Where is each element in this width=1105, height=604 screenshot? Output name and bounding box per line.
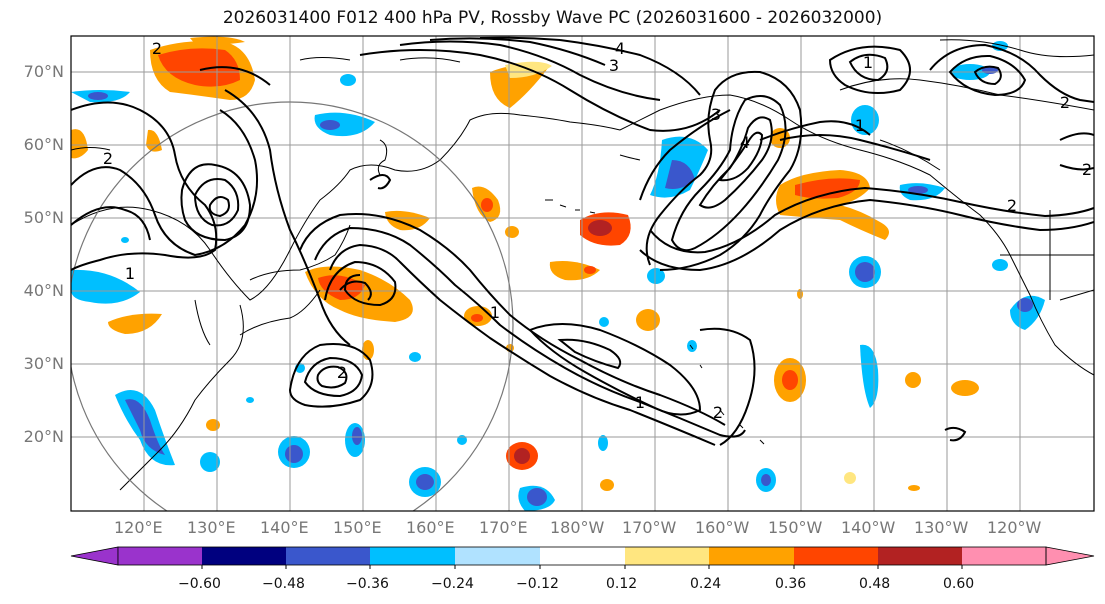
colorbar-tick-label: −0.60 [178,576,221,592]
contour-label: 3 [711,105,721,124]
pv-contours [71,36,1094,446]
contour-label: 2 [103,149,113,168]
contour-label: 4 [740,133,750,152]
lon-label: 180°W [550,518,605,537]
contour-label: 1 [125,264,135,283]
contour-label: 1 [635,393,645,412]
contour-label: 1 [490,303,500,322]
lon-label: 150°E [333,518,382,537]
lon-label: 140°W [841,518,896,537]
lon-label: 130°E [187,518,236,537]
colorbar-tick-label: 0.60 [943,576,975,592]
contour-labels: 1 2 3 4 1 2 1 2 1 2 3 4 1 2 2 2 [103,39,1092,422]
contour-label: 3 [609,56,619,75]
colorbar [70,546,1095,569]
lon-label: 120°E [114,518,163,537]
colorbar-tick-label: 0.12 [606,576,638,592]
lat-label: 70°N [23,62,64,81]
lat-label: 50°N [23,208,64,227]
lat-label: 60°N [23,135,64,154]
contour-label: 2 [152,39,162,58]
contour-label: 2 [713,403,723,422]
map-frame [70,35,1095,512]
lon-label: 160°W [695,518,750,537]
colorbar-tick-label: −0.24 [431,576,474,592]
colorbar-tick-label: 0.36 [775,576,807,592]
lat-label: 30°N [23,354,64,373]
lat-label: 40°N [23,281,64,300]
colorbar-tick-label: −0.12 [516,576,559,592]
lon-label: 160°E [406,518,455,537]
lat-label: 20°N [23,427,64,446]
contour-label: 4 [615,39,625,58]
map-title: 2026031400 F012 400 hPa PV, Rossby Wave … [222,8,883,28]
lon-label: 130°W [914,518,969,537]
graticule [71,36,1094,511]
contour-label: 2 [337,363,347,382]
lon-label: 140°E [260,518,309,537]
contour-label: 2 [1007,196,1017,215]
lon-label: 170°W [622,518,677,537]
lon-label: 120°W [987,518,1042,537]
colorbar-tick-label: 0.48 [859,576,891,592]
colorbar-tick-label: −0.36 [346,576,389,592]
contour-label: 1 [855,116,865,135]
lon-label: 170°E [479,518,528,537]
colorbar-tick-label: 0.24 [690,576,722,592]
rossby-circle [71,101,514,511]
colorbar-tick-label: −0.48 [262,576,305,592]
contour-label: 2 [1060,93,1070,112]
lon-label: 150°W [768,518,823,537]
contour-label: 2 [1082,160,1092,179]
contour-label: 1 [863,53,873,72]
